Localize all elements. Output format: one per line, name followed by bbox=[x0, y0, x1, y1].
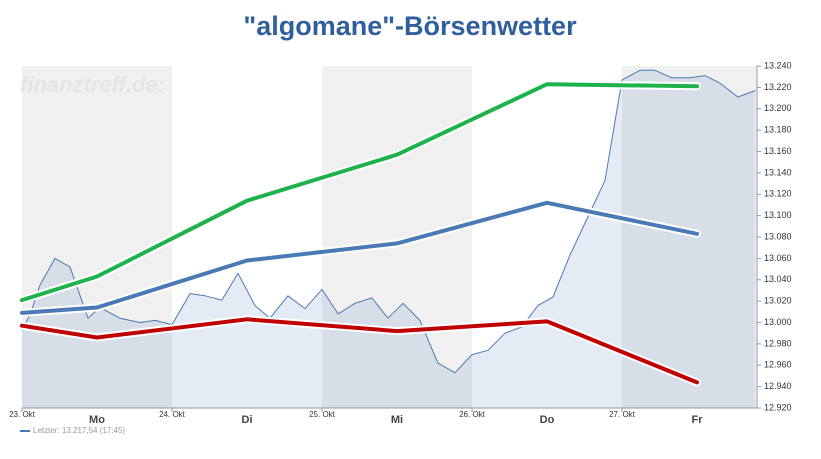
x-day-label: Fr bbox=[692, 414, 704, 426]
y-tick-label: 12.980 bbox=[764, 338, 792, 348]
y-tick-label: 12.960 bbox=[764, 360, 792, 370]
y-tick-label: 13.020 bbox=[764, 296, 792, 306]
y-tick-label: 13.200 bbox=[764, 103, 792, 113]
y-tick-label: 13.240 bbox=[764, 60, 792, 70]
footer: Letzter: 13.217,54 (17:45) bbox=[33, 426, 125, 435]
shade-band bbox=[622, 66, 757, 408]
line bbox=[20, 317, 699, 385]
y-tick-label: 13.220 bbox=[764, 82, 792, 92]
y-tick-label: 12.920 bbox=[764, 402, 792, 412]
watermark: finanztreff.de: bbox=[20, 72, 165, 97]
x-day-label: Di bbox=[242, 414, 253, 426]
y-tick-label: 13.000 bbox=[764, 317, 792, 327]
line bbox=[21, 69, 756, 374]
y-tick-label: 12.940 bbox=[764, 381, 792, 391]
line bbox=[20, 82, 699, 303]
x-tick-label: 27. Okt bbox=[609, 410, 636, 419]
x-day-label: Do bbox=[540, 414, 555, 426]
y-tick-label: 13.060 bbox=[764, 253, 792, 263]
y-tick-label: 13.040 bbox=[764, 274, 792, 284]
y-tick-label: 13.160 bbox=[764, 146, 792, 156]
y-tick-label: 13.140 bbox=[764, 167, 792, 177]
y-tick-label: 13.080 bbox=[764, 231, 792, 241]
chart-title: "algomane"-Börsenwetter bbox=[243, 11, 577, 41]
y-tick-label: 13.180 bbox=[764, 125, 792, 135]
line bbox=[20, 200, 699, 315]
x-tick-label: 26. Okt bbox=[459, 410, 486, 419]
x-day-label: Mi bbox=[391, 414, 403, 426]
x-day-label: Mo bbox=[89, 414, 105, 426]
x-tick-label: 25. Okt bbox=[309, 410, 336, 419]
shade-band bbox=[22, 66, 172, 408]
y-tick-label: 13.120 bbox=[764, 189, 792, 199]
shade-band bbox=[322, 66, 472, 408]
y-tick-label: 13.100 bbox=[764, 210, 792, 220]
x-tick-label: 24. Okt bbox=[159, 410, 186, 419]
x-tick-label: 23. Okt bbox=[9, 410, 36, 419]
